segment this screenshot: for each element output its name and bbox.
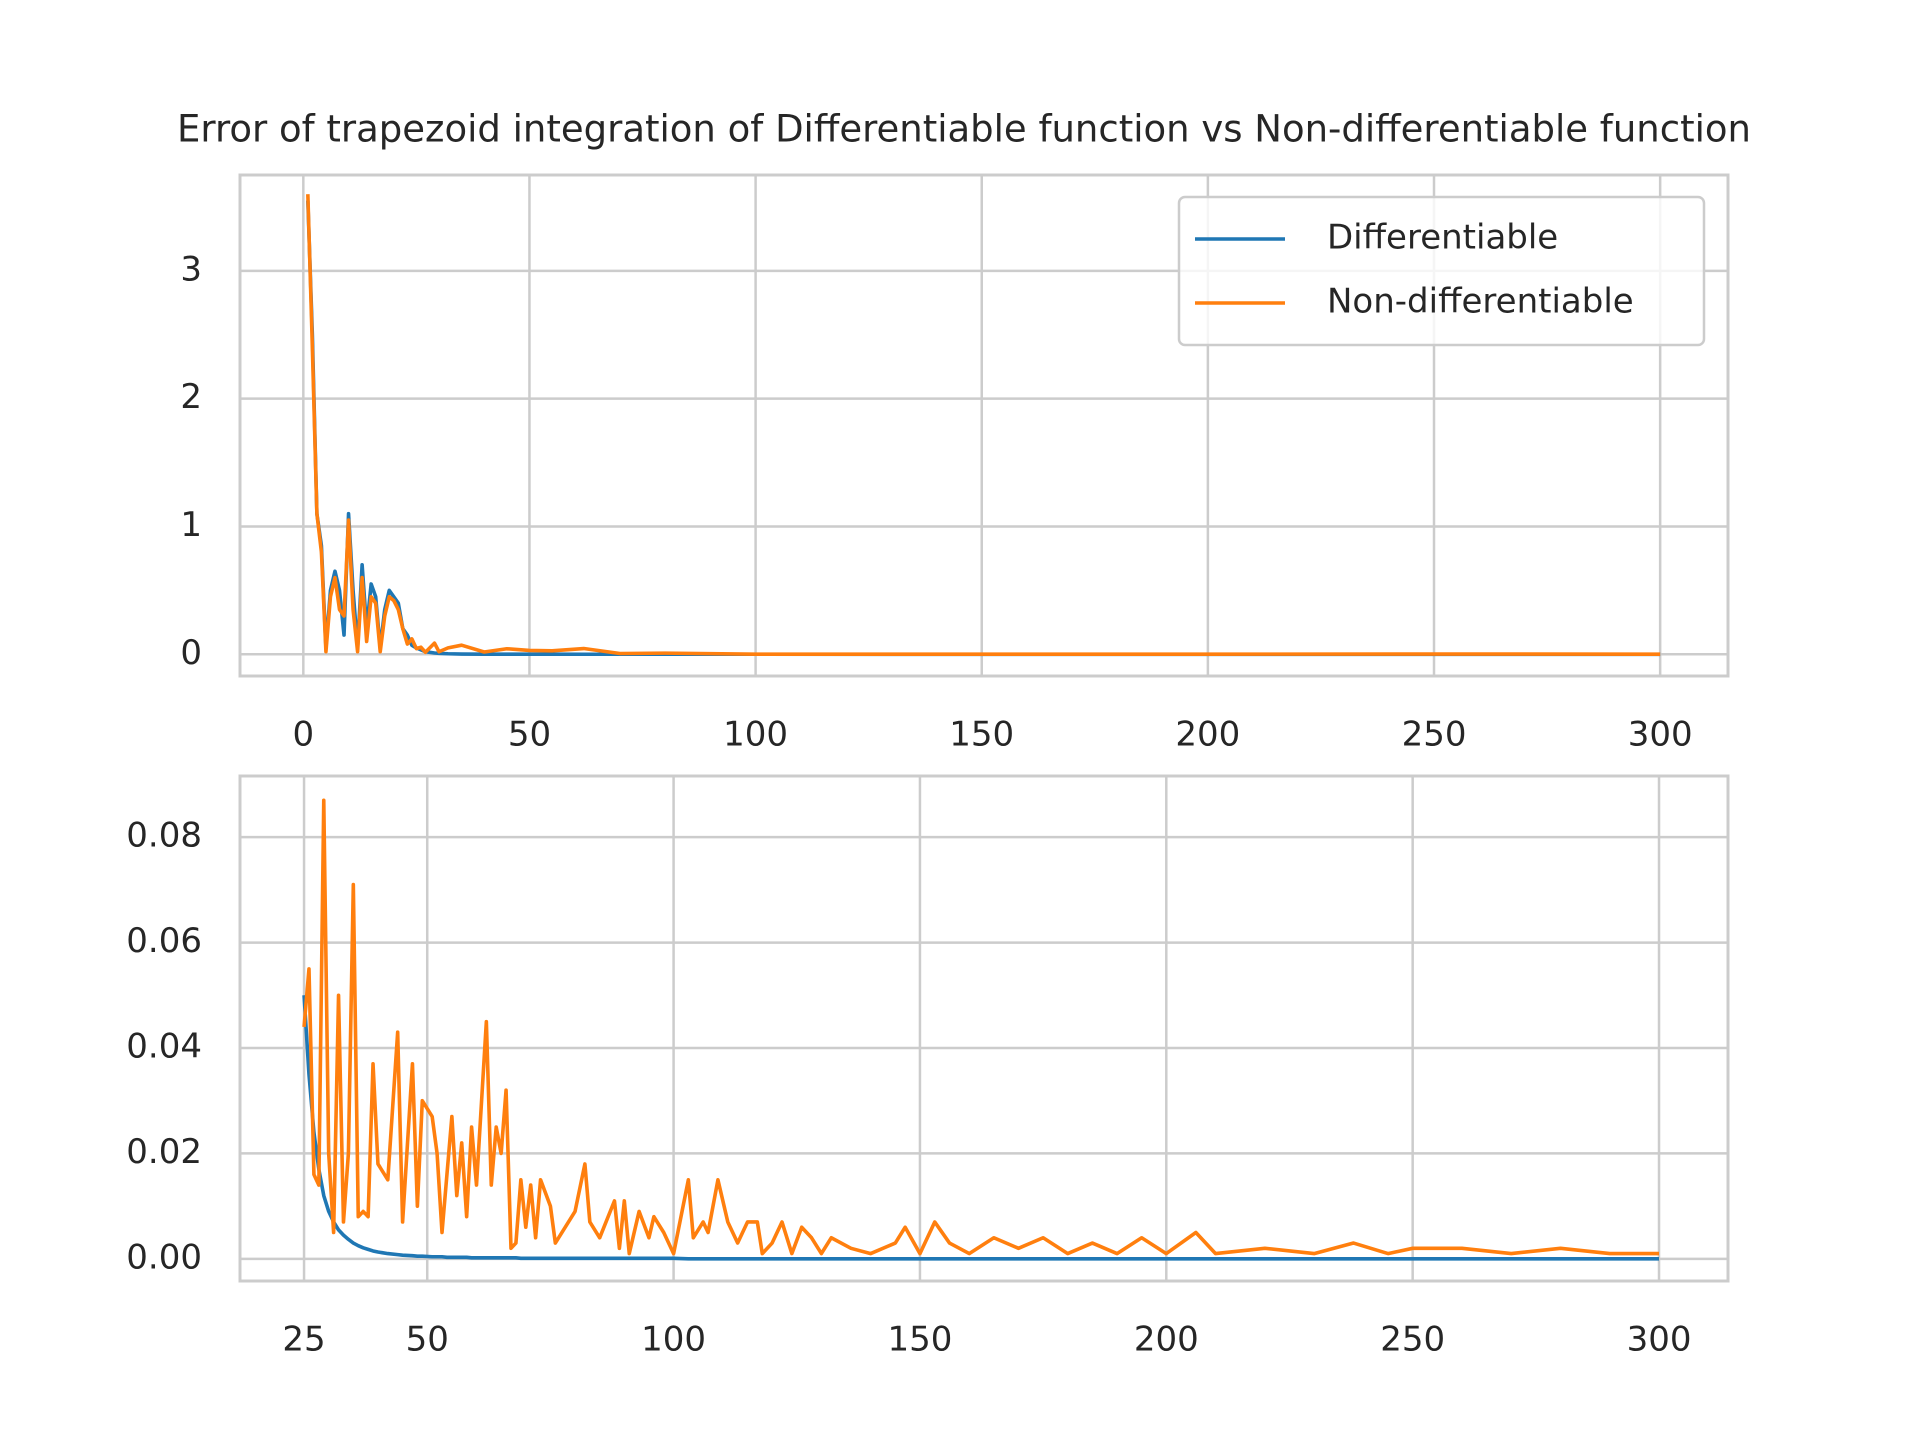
y-tick-label: 1	[180, 505, 202, 545]
y-tick-label: 0.00	[126, 1237, 202, 1277]
x-tick-label: 50	[406, 1320, 449, 1360]
y-tick-label: 0.08	[126, 816, 202, 856]
x-tick-label: 150	[949, 715, 1014, 755]
x-tick-label: 250	[1402, 715, 1467, 755]
axes-frame	[238, 774, 1730, 1283]
chart-title: Error of trapezoid integration of Differ…	[177, 108, 1751, 151]
y-tick-label: 0.06	[126, 921, 202, 961]
x-tick-label: 50	[508, 715, 551, 755]
y-tick-label: 0.02	[126, 1132, 202, 1172]
data-line	[302, 995, 1660, 1261]
x-tick-label: 100	[641, 1320, 706, 1360]
x-tick-label: 250	[1380, 1320, 1445, 1360]
x-tick-label: 150	[887, 1320, 952, 1360]
y-tick-label: 3	[180, 249, 202, 289]
legend-label: Differentiable	[1327, 218, 1558, 258]
y-tick-label: 0	[180, 633, 202, 673]
x-tick-label: 200	[1175, 715, 1240, 755]
x-tick-label: 200	[1134, 1320, 1199, 1360]
y-tick-label: 2	[180, 377, 202, 417]
x-tick-label: 300	[1627, 1320, 1692, 1360]
y-tick-label: 0.04	[126, 1027, 202, 1067]
legend-box	[1177, 195, 1706, 347]
x-tick-label: 300	[1628, 715, 1693, 755]
data-line	[306, 194, 1661, 656]
legend-label: Non-differentiable	[1327, 282, 1634, 322]
axes-frame	[238, 173, 1730, 678]
x-tick-label: 100	[723, 715, 788, 755]
data-line	[302, 798, 1660, 1256]
x-tick-label: 0	[292, 715, 314, 755]
x-tick-label: 25	[282, 1320, 325, 1360]
